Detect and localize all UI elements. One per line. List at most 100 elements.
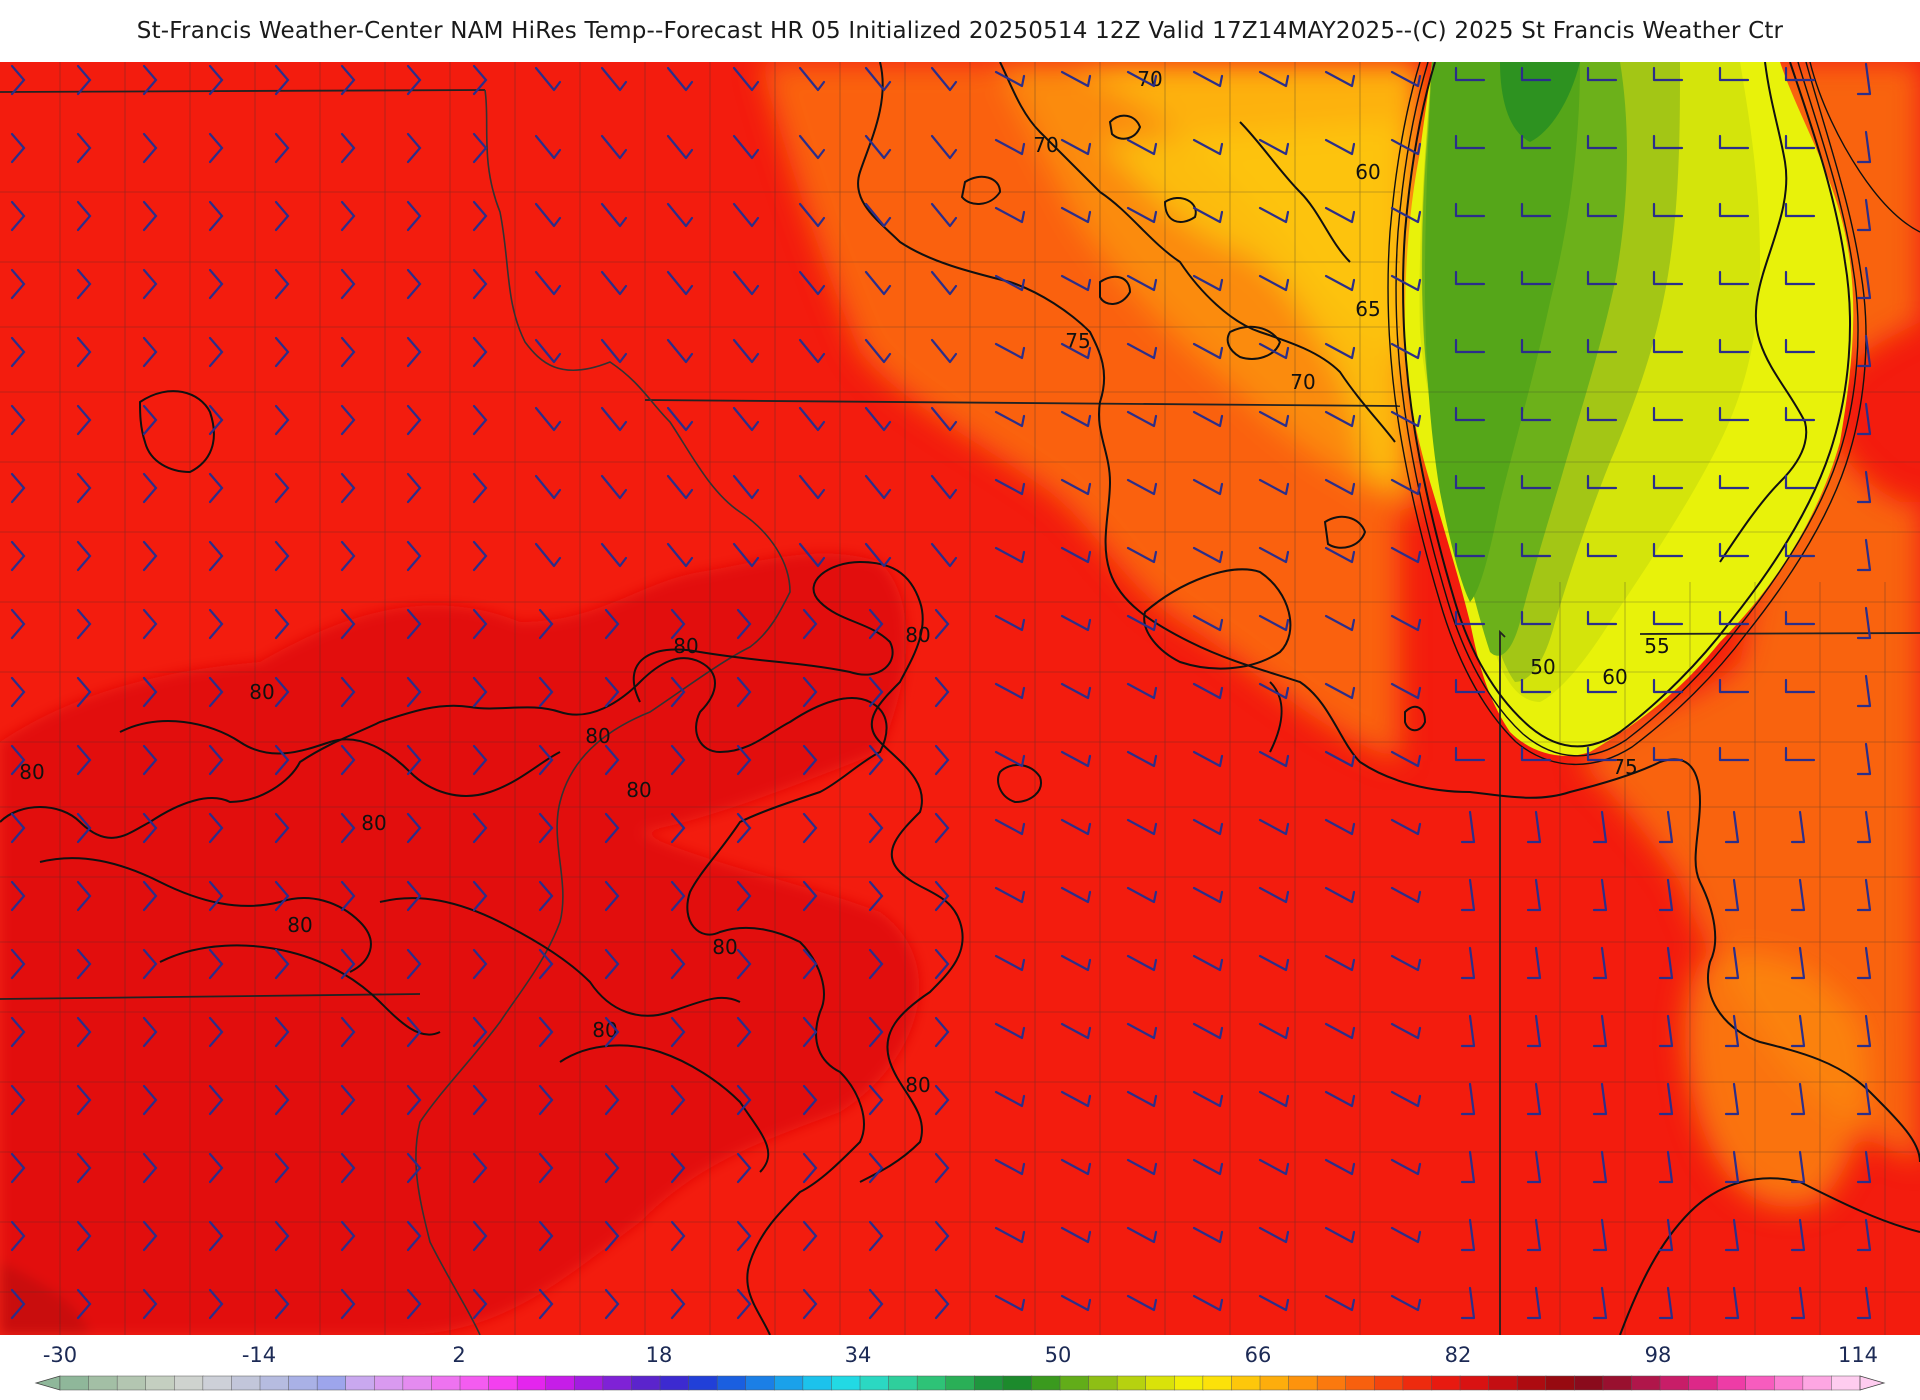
wind-barb [208,1016,224,1048]
wind-barb [1060,1022,1092,1040]
map-title: St-Francis Weather-Center NAM HiRes Temp… [0,0,1920,62]
wind-barb [406,472,422,504]
temperature-map[interactable]: 70 70 60 65 75 70 80 80 80 80 80 80 80 80 80 80 80 50 60 55… [0,62,1920,1335]
wind-barb [1192,954,1224,972]
wind-barb [604,880,620,912]
colorbar-min-arrow [34,1375,61,1391]
wind-barb [1652,270,1684,286]
wind-barb [142,812,158,844]
wind-barb [1324,410,1356,428]
wind-barb [1060,410,1092,428]
wind-barb [1520,610,1552,626]
wind-barb [994,818,1026,836]
wind-barb [76,540,92,572]
wind-barb [1454,66,1486,82]
wind-barb [1790,1014,1806,1048]
wind-barb [732,474,760,500]
colorbar-swatch [1774,1375,1804,1391]
wind-barb [1390,1294,1422,1312]
colorbar-ramp [34,1375,1886,1391]
wind-barb [1390,342,1422,360]
wind-barb [864,338,892,364]
colorbar-swatch [1116,1375,1147,1391]
colorbar-swatch [1345,1375,1376,1391]
wind-barb [736,1084,752,1116]
wind-barb [1258,1090,1290,1108]
wind-barb [472,268,488,300]
wind-barb [1856,402,1872,436]
wind-barb [736,608,752,640]
wind-barb [1126,1226,1158,1244]
wind-barb [1126,886,1158,904]
wind-barb [208,200,224,232]
contour-label-75-b: 75 [1612,755,1637,779]
wind-barb [1060,682,1092,700]
wind-barb [538,676,554,708]
wind-barb [1126,1022,1158,1040]
wind-barb [208,812,224,844]
wind-barb [1192,410,1224,428]
wind-barb [1258,1294,1290,1312]
wind-barb [994,478,1026,496]
wind-barb [10,540,26,572]
wind-barb [1324,750,1356,768]
wind-barb [208,1220,224,1252]
wind-barb [208,132,224,164]
wind-barb [10,608,26,640]
wind-barb [1526,810,1542,844]
wind-barb [534,66,562,92]
wind-barb [340,1220,356,1252]
wind-barb [472,608,488,640]
wind-barb [1390,1022,1422,1040]
wind-barb [142,1152,158,1184]
wind-barb [1526,1150,1542,1184]
wind-barb [1258,818,1290,836]
wind-barb [472,812,488,844]
wind-barb [274,336,290,368]
wind-barb [406,132,422,164]
wind-barb [934,1152,950,1184]
wind-barb [10,812,26,844]
colorbar-swatch [1488,1375,1518,1391]
wind-barb [1390,410,1422,428]
wind-barb [274,1288,290,1320]
wind-barb [208,608,224,640]
wind-barb [1324,546,1356,564]
wind-barb [1192,478,1224,496]
wind-barb [76,404,92,436]
wind-barb [472,1152,488,1184]
wind-barb [1790,810,1806,844]
wind-barb [666,338,694,364]
wind-barb [208,948,224,980]
wind-barb [1724,1150,1740,1184]
wind-barb [142,1016,158,1048]
colorbar-swatch [916,1375,947,1391]
wind-barb [1454,406,1486,422]
wind-barb [1258,546,1290,564]
wind-barb [472,744,488,776]
wind-barb [1324,1022,1356,1040]
wind-barb [934,1016,950,1048]
wind-barb [10,472,26,504]
colorbar-swatch [774,1375,804,1391]
wind-barb [538,1220,554,1252]
wind-barb [1324,342,1356,360]
wind-barb [1126,274,1158,292]
wind-barb [1324,138,1356,156]
wind-barb [10,1016,26,1048]
wind-barb [1718,66,1750,82]
wind-barb [406,1152,422,1184]
wind-barb [406,812,422,844]
colorbar-tick-label: 82 [1444,1343,1472,1367]
contour-label-80-h: 80 [287,913,312,937]
wind-barb [340,880,356,912]
wind-barb [142,1084,158,1116]
wind-barb [732,66,760,92]
wind-barb [994,682,1026,700]
wind-barb [1192,1022,1224,1040]
wind-barb [406,64,422,96]
colorbar-swatch [602,1375,633,1391]
wind-barb [1724,878,1740,912]
wind-barb [1390,682,1422,700]
wind-barb [604,1084,620,1116]
